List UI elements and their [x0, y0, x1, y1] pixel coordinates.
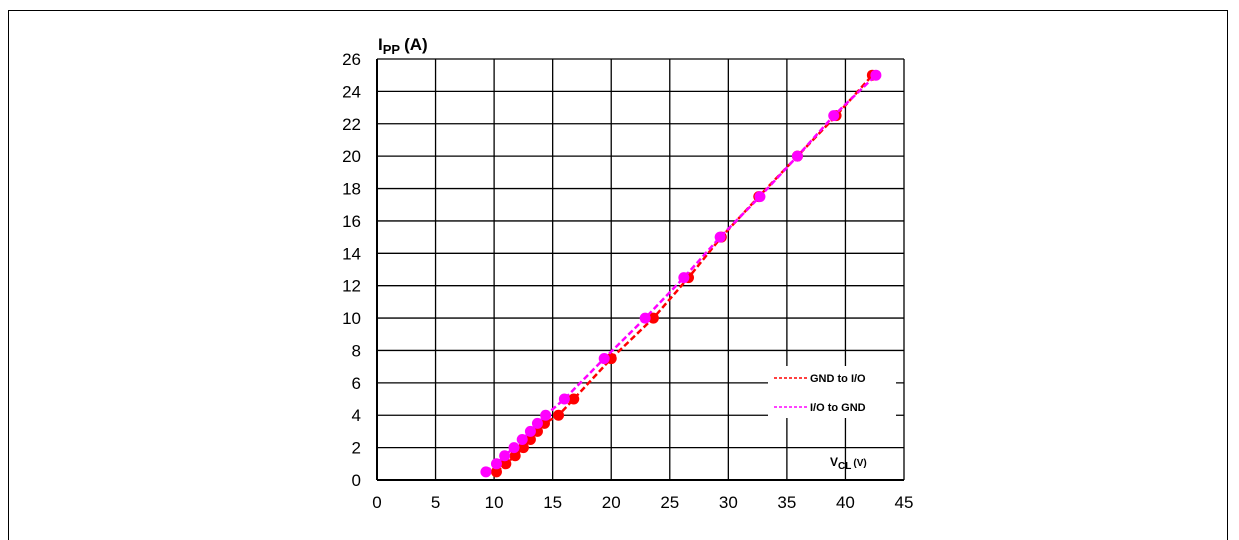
x-tick-label: 10 — [485, 493, 504, 512]
data-point — [791, 150, 803, 162]
y-tick-label: 26 — [342, 50, 361, 69]
data-point — [490, 466, 502, 478]
x-tick-label: 40 — [836, 493, 855, 512]
y-tick-label: 16 — [342, 212, 361, 231]
y-tick-label: 8 — [352, 341, 361, 360]
x-tick-label: 30 — [719, 493, 738, 512]
data-point — [754, 191, 766, 203]
data-point — [480, 466, 492, 478]
x-tick-label: 5 — [431, 493, 440, 512]
data-point — [647, 312, 659, 324]
y-tick-label: 22 — [342, 115, 361, 134]
series-1 — [480, 69, 882, 478]
y-tick-label: 12 — [342, 277, 361, 296]
x-tick-label: 0 — [372, 493, 381, 512]
data-point — [598, 353, 610, 365]
y-tick-label: 20 — [342, 147, 361, 166]
x-tick-label: 25 — [660, 493, 679, 512]
x-axis-label: VCL (V) — [830, 455, 867, 472]
data-point — [531, 417, 543, 429]
y-tick-label: 24 — [342, 82, 361, 101]
y-tick-label: 14 — [342, 244, 361, 263]
x-tick-label: 45 — [895, 493, 914, 512]
y-tick-label: 4 — [352, 406, 361, 425]
x-axis-label-main: V — [830, 455, 838, 469]
y-tick-label: 0 — [352, 471, 361, 490]
data-point — [524, 434, 536, 446]
y-tick-label: 2 — [352, 439, 361, 458]
axes — [376, 59, 904, 481]
y-axis-label: IPP (A) — [378, 35, 428, 57]
series-line-1 — [485, 74, 877, 473]
x-axis-label-unit: (V) — [853, 458, 866, 469]
y-axis-label-sub: PP — [383, 42, 401, 57]
data-point — [553, 409, 565, 421]
y-tick-label: 10 — [342, 309, 361, 328]
data-point — [558, 393, 570, 405]
data-point — [490, 458, 502, 470]
data-point — [870, 69, 882, 81]
legend-label-io-to-gnd: I/O to GND — [810, 402, 866, 414]
data-point — [516, 434, 528, 446]
x-axis-label-sub: CL — [838, 461, 851, 472]
x-tick-labels: 0 5 10 15 20 25 30 35 40 45 — [372, 493, 913, 512]
series — [480, 69, 882, 478]
y-axis-label-unit: (A) — [404, 35, 428, 54]
data-point — [540, 409, 552, 421]
data-point — [524, 425, 536, 437]
data-point — [828, 110, 840, 122]
data-point — [678, 272, 690, 284]
data-point — [499, 450, 511, 462]
y-tick-label: 18 — [342, 180, 361, 199]
data-point — [508, 442, 520, 454]
y-axis-label-main: I — [378, 35, 383, 54]
x-tick-label: 35 — [777, 493, 796, 512]
data-point — [639, 312, 651, 324]
x-tick-label: 20 — [602, 493, 621, 512]
data-point — [500, 458, 512, 470]
data-point — [517, 442, 529, 454]
x-tick-label: 15 — [543, 493, 562, 512]
data-point — [568, 393, 580, 405]
data-point — [509, 450, 521, 462]
legend: GND to I/O I/O to GND — [768, 366, 896, 418]
y-tick-label: 6 — [352, 374, 361, 393]
legend-box — [768, 366, 896, 418]
figure-frame — [8, 10, 1228, 540]
legend-label-gnd-to-io: GND to I/O — [810, 373, 866, 385]
data-point — [714, 231, 726, 243]
